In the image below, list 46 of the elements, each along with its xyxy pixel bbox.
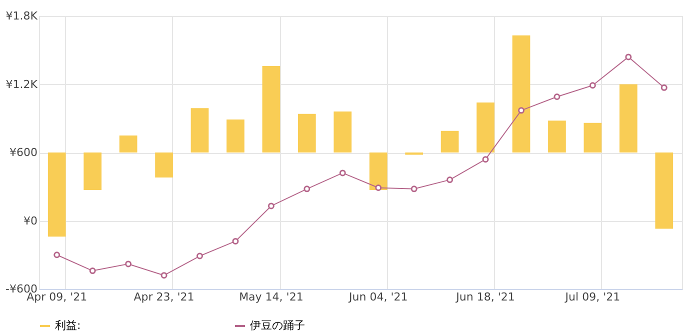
y-tick-label: ¥1.8K <box>6 10 38 22</box>
bar <box>548 120 566 152</box>
x-tick-label: Jun 04, '21 <box>348 290 408 304</box>
point <box>554 94 560 100</box>
bar <box>84 152 102 190</box>
bar <box>584 122 602 152</box>
point <box>410 186 418 192</box>
point <box>304 186 310 192</box>
point <box>196 252 203 260</box>
legend-label: 利益: <box>55 319 81 332</box>
point <box>660 84 668 91</box>
point <box>54 252 60 258</box>
bar <box>476 102 494 152</box>
bar <box>619 84 638 152</box>
point <box>268 202 274 210</box>
legend-label: 伊豆の踊子 <box>250 319 305 332</box>
point <box>339 170 346 176</box>
y-tick-label: ¥0 <box>24 214 38 228</box>
bar <box>119 135 138 152</box>
point <box>446 176 454 184</box>
bar <box>334 112 352 152</box>
point <box>160 272 168 279</box>
bar <box>262 66 280 152</box>
x-tick-label: May 14, '21 <box>239 290 304 304</box>
x-tick-label: Jun 18, '21 <box>455 290 515 304</box>
x-tick-label: Jul 09, '21 <box>564 290 620 304</box>
x-tick-label: Apr 23, '21 <box>134 290 194 304</box>
point <box>89 268 96 274</box>
bar <box>48 152 66 237</box>
bar <box>298 114 316 152</box>
point <box>518 107 524 114</box>
bar <box>155 152 173 178</box>
bar <box>226 120 244 152</box>
bar <box>655 152 674 229</box>
y-tick-label: ¥600 <box>10 146 38 159</box>
y-tick-label: ¥1.2K <box>6 78 38 91</box>
point <box>625 54 632 60</box>
bar <box>440 130 459 152</box>
point <box>232 238 239 244</box>
bar <box>190 108 209 152</box>
bar <box>369 152 388 190</box>
bar <box>512 35 530 152</box>
point <box>482 156 489 163</box>
point <box>375 184 382 192</box>
point <box>125 260 132 268</box>
point <box>589 82 596 89</box>
